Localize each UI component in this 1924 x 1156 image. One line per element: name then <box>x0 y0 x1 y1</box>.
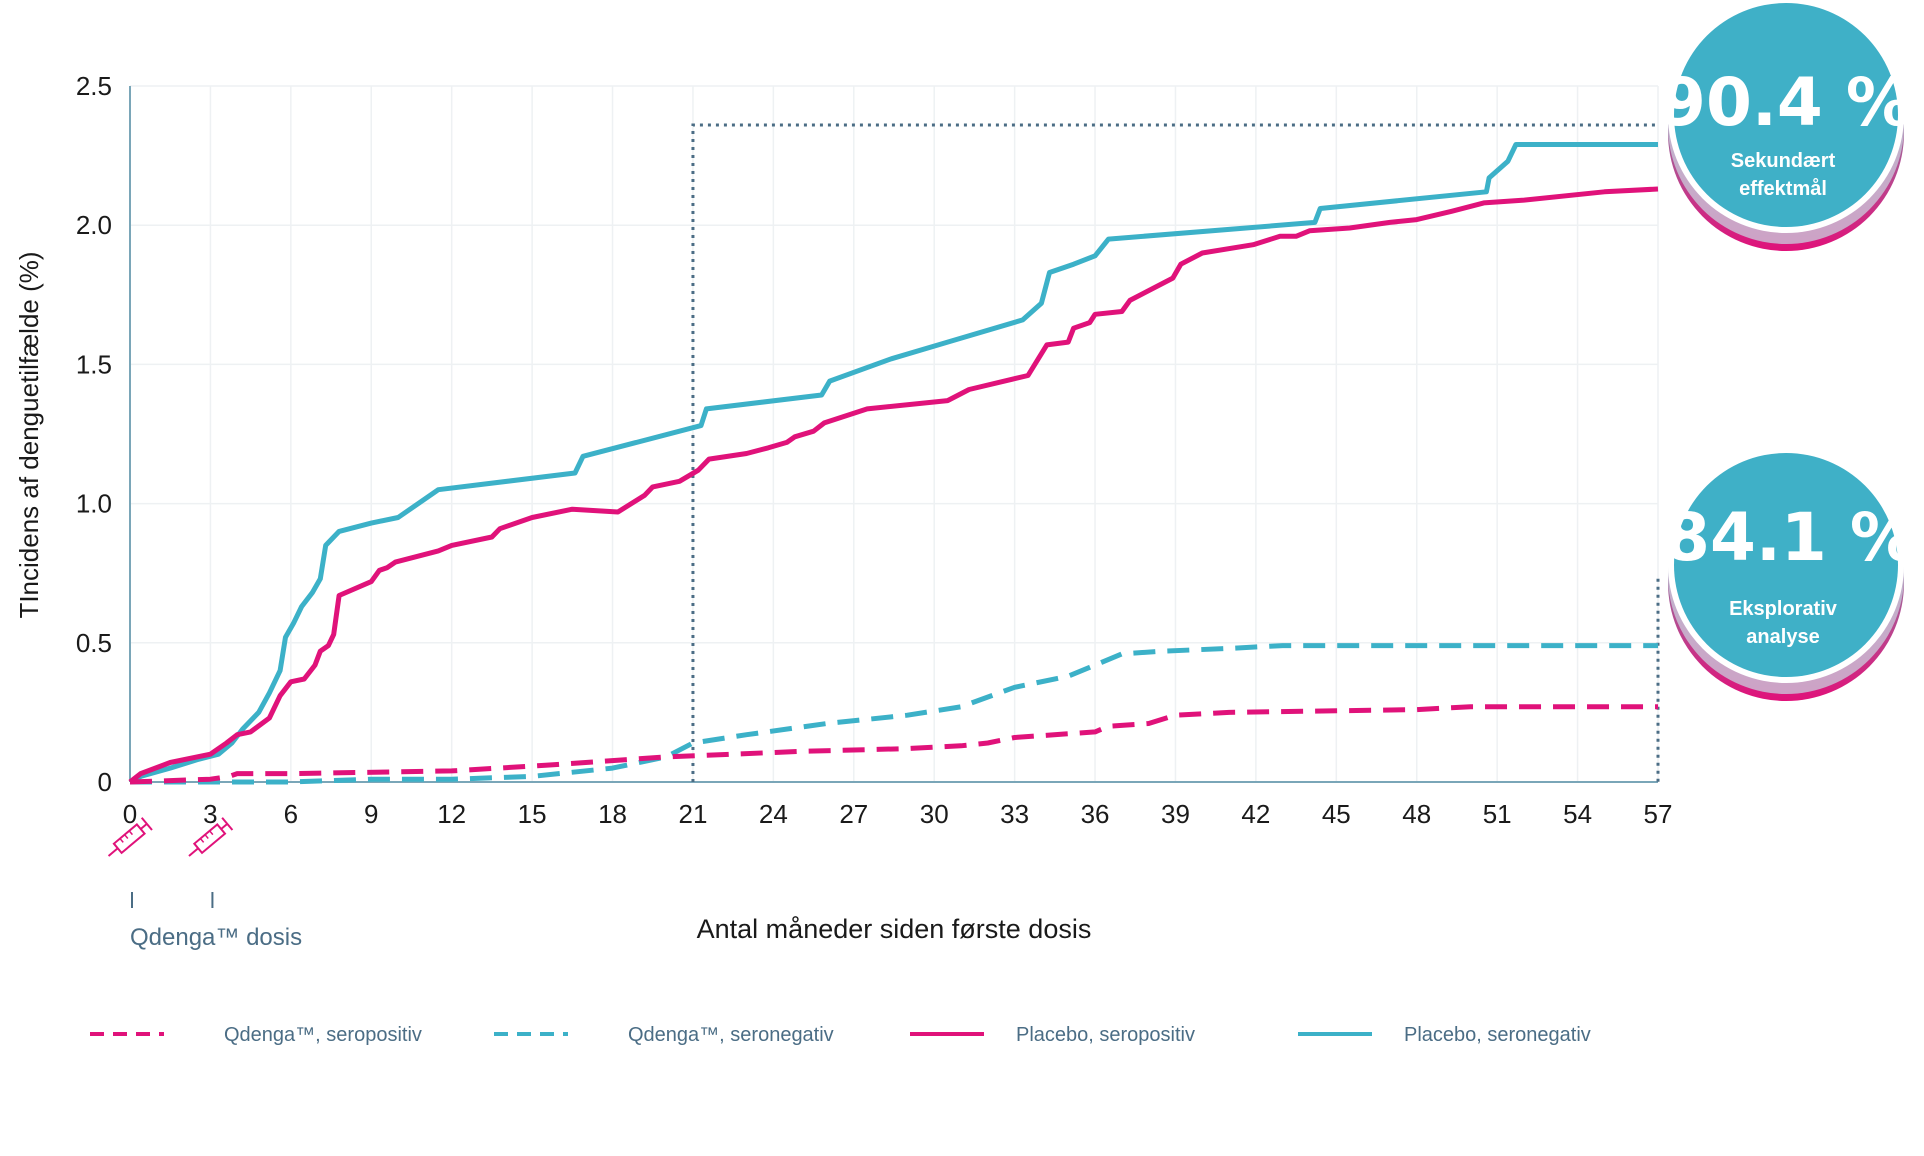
series-line-qdenga-seronegativ <box>130 643 1658 785</box>
y-tick-label: 1.0 <box>76 489 112 519</box>
series-line-placebo-seropositiv <box>128 186 1659 784</box>
y-tick-labels: 0 0.5 1.0 1.5 2.0 2.5 <box>76 71 112 797</box>
x-tick-label: 18 <box>598 799 627 829</box>
syringe-plunger <box>140 823 148 830</box>
x-tick-label: 30 <box>920 799 949 829</box>
x-tick-label: 45 <box>1322 799 1351 829</box>
syringe-plunger <box>220 823 228 830</box>
axes <box>129 86 1658 783</box>
grid-lines <box>129 85 1659 783</box>
badge-secondary-endpoint: 90.4 % Sekundært effektmål <box>1660 0 1912 251</box>
legend-label: Placebo, seronegativ <box>1404 1024 1591 1046</box>
syringe-needle <box>107 847 119 857</box>
badge-label-line1: Sekundært <box>1731 150 1836 172</box>
badge-label-line1: Eksplorativ <box>1729 598 1838 620</box>
legend-label: Placebo, seropositiv <box>1016 1024 1195 1046</box>
syringe-scale <box>128 830 133 836</box>
x-tick-label: 48 <box>1402 799 1431 829</box>
x-axis-label: Antal måneder siden første dosis <box>697 914 1092 944</box>
x-tick-label: 15 <box>518 799 547 829</box>
syringe-needle <box>188 847 199 857</box>
y-axis-label: TIncidens af denguetilfælde (%) <box>14 251 44 618</box>
dose-label: Qdenga™ dosis <box>130 924 302 951</box>
x-tick-label: 3 <box>203 799 217 829</box>
series-lines <box>128 142 1659 785</box>
syringe-scale <box>209 830 214 836</box>
x-tick-label: 54 <box>1563 799 1592 829</box>
x-tick-label: 57 <box>1644 799 1673 829</box>
y-tick-label: 1.5 <box>76 349 112 379</box>
legend-label: Qdenga™, seronegativ <box>628 1024 834 1046</box>
y-tick-label: 2.5 <box>76 71 112 101</box>
x-tick-label: 24 <box>759 799 788 829</box>
badge-label-line2: analyse <box>1746 626 1819 648</box>
badge-value: 90.4 % <box>1660 64 1912 141</box>
syringe-handle <box>221 817 234 831</box>
x-tick-label: 51 <box>1483 799 1512 829</box>
dose-markers <box>107 817 234 908</box>
bracket-secondary-endpoint <box>691 123 1658 782</box>
syringe-icon <box>107 817 153 857</box>
y-tick-label: 0.5 <box>76 628 112 658</box>
badge-exploratory-analysis: 84.1 % Eksplorativ analyse <box>1664 447 1916 701</box>
x-tick-label: 36 <box>1081 799 1110 829</box>
badge-label-line2: effektmål <box>1739 177 1827 200</box>
x-tick-label: 6 <box>284 799 298 829</box>
x-tick-label: 0 <box>123 799 137 829</box>
x-tick-labels: 0 3 6 9 12 15 18 21 24 27 30 33 36 39 42 45 48 51 54 57 <box>123 799 1673 829</box>
x-tick-label: 27 <box>839 799 868 829</box>
x-tick-label: 12 <box>437 799 466 829</box>
badge-circle <box>1674 3 1898 227</box>
x-tick-label: 33 <box>1000 799 1029 829</box>
y-tick-label: 2.0 <box>76 210 112 240</box>
syringe-handle <box>140 817 153 831</box>
syringe-scale <box>124 834 129 840</box>
badge-value: 84.1 % <box>1664 499 1916 576</box>
badge-circle <box>1674 453 1898 677</box>
legend-label: Qdenga™, seropositiv <box>224 1024 422 1046</box>
legend: Qdenga™, seropositiv Qdenga™, seronegativ… <box>90 1024 1591 1046</box>
syringe-scale <box>204 834 209 840</box>
syringe-scale <box>119 838 124 843</box>
series-line-placebo-seronegativ <box>128 142 1658 785</box>
syringe-icon <box>188 817 234 857</box>
x-tick-label: 39 <box>1161 799 1190 829</box>
x-tick-label: 9 <box>364 799 378 829</box>
analysis-brackets <box>691 123 1660 782</box>
syringe-scale <box>199 838 205 843</box>
series-line-qdenga-seropositiv <box>129 704 1658 785</box>
y-tick-label: 0 <box>98 767 112 797</box>
x-tick-label: 42 <box>1241 799 1270 829</box>
x-tick-label: 21 <box>678 799 707 829</box>
